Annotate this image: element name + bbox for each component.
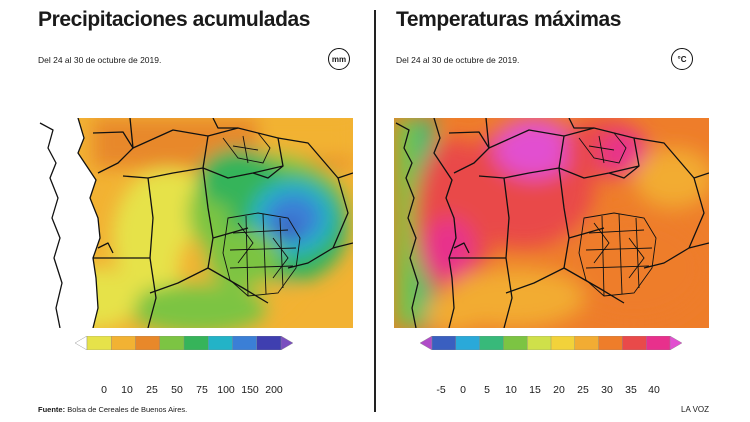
precipitation-map [38, 118, 353, 328]
precipitation-tick-label: 75 [196, 384, 208, 396]
temperature-legend-swatch [574, 336, 600, 350]
precipitation-title: Precipitaciones acumuladas [38, 8, 311, 31]
precipitation-legend-swatch [75, 336, 88, 350]
temperature-tick-label: 10 [505, 384, 517, 396]
temperature-subtitle: Del 24 al 30 de octubre de 2019. [396, 55, 520, 65]
precipitation-legend-swatch [159, 336, 185, 350]
temperature-legend-swatch [598, 336, 624, 350]
precipitation-legend-swatch [256, 336, 282, 350]
precipitation-legend-swatch [86, 336, 112, 350]
temperature-uruguay-borders [578, 132, 657, 297]
temperature-tick-label: 5 [484, 384, 490, 396]
source-text: Bolsa de Cereales de Buenos Aires. [67, 405, 188, 414]
temperature-legend-swatch [479, 336, 505, 350]
source-label: Fuente: [38, 405, 66, 414]
temperature-tick-label: 20 [553, 384, 565, 396]
precipitation-uruguay-borders [222, 132, 301, 297]
temperature-title: Temperaturas máximas [396, 8, 622, 31]
precipitation-field [38, 118, 353, 328]
temperature-legend-swatch [431, 336, 457, 350]
temperature-tick-label: 35 [625, 384, 637, 396]
precipitation-legend-bar [75, 336, 293, 350]
precipitation-legend-swatch [183, 336, 209, 350]
temperature-tick-label: 25 [577, 384, 589, 396]
temperature-legend-swatch [503, 336, 528, 350]
precipitation-subtitle: Del 24 al 30 de octubre de 2019. [38, 55, 162, 65]
temperature-field [394, 118, 709, 328]
temperature-tick-label: 40 [648, 384, 660, 396]
precipitation-legend-swatch [232, 336, 258, 350]
temperature-tick-label: -5 [436, 384, 446, 396]
precipitation-borders [39, 118, 353, 328]
temperature-map [394, 118, 709, 328]
temperature-tick-label: 15 [529, 384, 541, 396]
temperature-tick-label: 0 [460, 384, 466, 396]
temperature-legend-swatch [526, 336, 552, 350]
panel-divider [374, 10, 376, 412]
precipitation-tick-label: 100 [217, 384, 235, 396]
temperature-tick-label: 30 [601, 384, 613, 396]
temperature-legend-bar [420, 336, 682, 350]
precipitation-legend-swatch [208, 336, 234, 350]
precipitation-legend-swatch [280, 336, 293, 350]
temperature-legend-swatch [645, 336, 671, 350]
temperature-legend-swatch [622, 336, 647, 350]
source-note: Fuente: Bolsa de Cereales de Buenos Aire… [38, 405, 187, 414]
temperature-legend-swatch [420, 336, 433, 350]
temperature-legend-swatch [669, 336, 682, 350]
temperature-borders [395, 118, 709, 328]
precipitation-tick-label: 25 [146, 384, 158, 396]
precipitation-legend-swatch [111, 336, 137, 350]
precipitation-unit-badge: mm [328, 48, 350, 70]
precipitation-tick-label: 150 [241, 384, 259, 396]
precipitation-tick-label: 50 [171, 384, 183, 396]
precipitation-tick-label: 0 [101, 384, 107, 396]
temperature-unit-badge: °C [671, 48, 693, 70]
credit-label: LA VOZ [681, 405, 710, 414]
precipitation-legend-swatch [135, 336, 161, 350]
precipitation-tick-label: 200 [265, 384, 283, 396]
temperature-legend-swatch [455, 336, 481, 350]
temperature-legend-swatch [550, 336, 576, 350]
precipitation-tick-label: 10 [121, 384, 133, 396]
